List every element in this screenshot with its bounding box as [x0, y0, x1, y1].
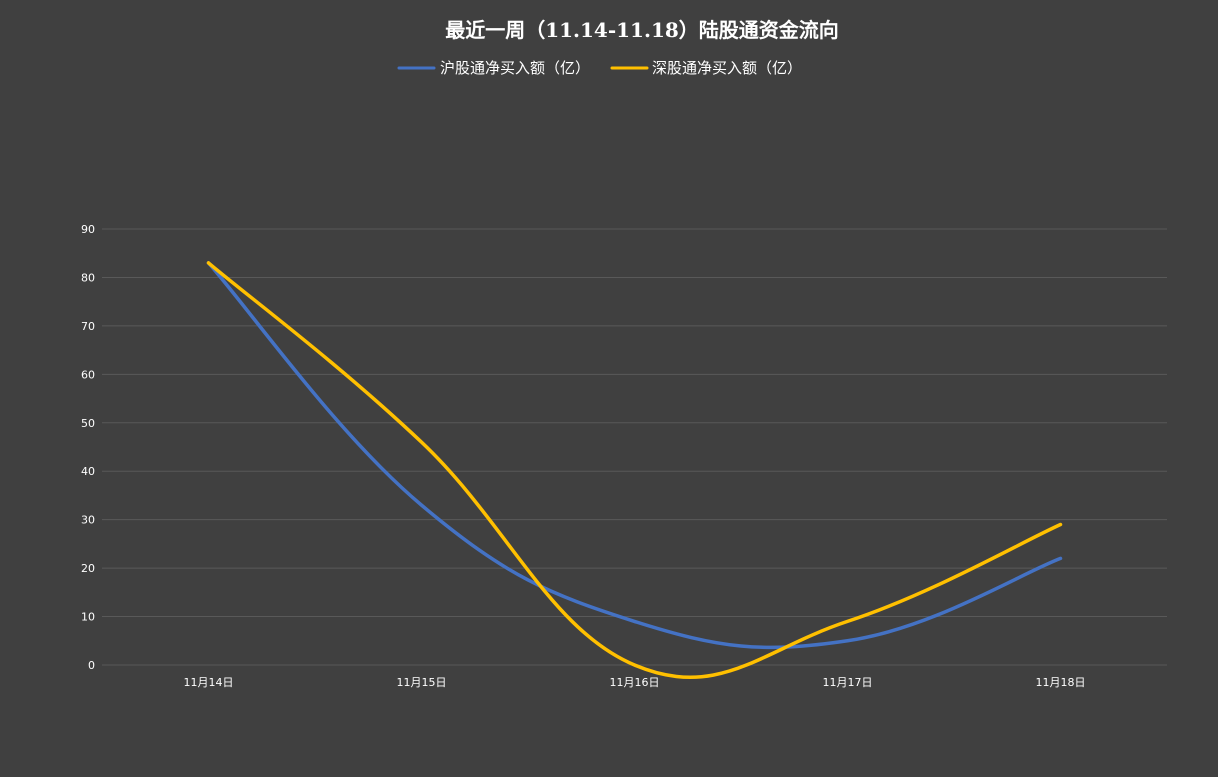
legend: 沪股通净买入额（亿） 深股通净买入额（亿） — [397, 59, 802, 77]
x-tick-label: 11月18日 — [1036, 676, 1086, 689]
y-tick-label: 50 — [81, 417, 95, 430]
y-tick-label: 0 — [88, 659, 95, 672]
x-tick-label: 11月15日 — [397, 676, 447, 689]
x-tick-label: 11月14日 — [184, 676, 234, 689]
legend-label-sz: 深股通净买入额（亿） — [652, 59, 802, 77]
y-axis: 0 10 20 30 40 50 60 70 80 90 — [81, 223, 95, 672]
y-tick-label: 70 — [81, 320, 95, 333]
x-tick-label: 11月16日 — [610, 676, 660, 689]
gridlines — [102, 228, 1167, 666]
y-tick-label: 20 — [81, 562, 95, 575]
y-tick-label: 80 — [81, 271, 95, 284]
y-tick-label: 30 — [81, 514, 95, 527]
series-line-sz — [206, 261, 1063, 680]
y-tick-label: 10 — [81, 611, 95, 624]
legend-label-sh: 沪股通净买入额（亿） — [440, 59, 590, 77]
y-tick-label: 40 — [81, 465, 95, 478]
x-axis: 11月14日 11月15日 11月16日 11月17日 11月18日 — [184, 676, 1086, 689]
x-tick-label: 11月17日 — [823, 676, 873, 689]
series-line-sh — [206, 261, 1063, 650]
chart-title: 最近一周（11.14-11.18）陆股通资金流向 — [445, 18, 839, 42]
y-tick-label: 90 — [81, 223, 95, 236]
series-lines — [206, 261, 1063, 680]
y-tick-label: 60 — [81, 368, 95, 381]
